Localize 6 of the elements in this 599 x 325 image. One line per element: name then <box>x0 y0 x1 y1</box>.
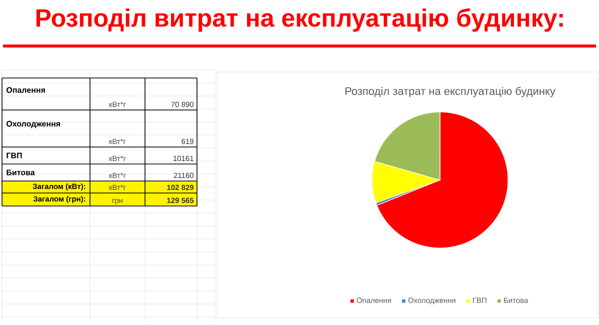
chart-title: Розподіл затрат на експлуатацію будинку <box>345 86 556 98</box>
text: Розподіл витрат на експлуатацію будинку: <box>36 8 563 32</box>
text: Охолодження <box>6 120 60 128</box>
text: ГВП <box>6 152 22 158</box>
text: Опалення <box>6 87 45 93</box>
text: Битова <box>6 170 35 176</box>
